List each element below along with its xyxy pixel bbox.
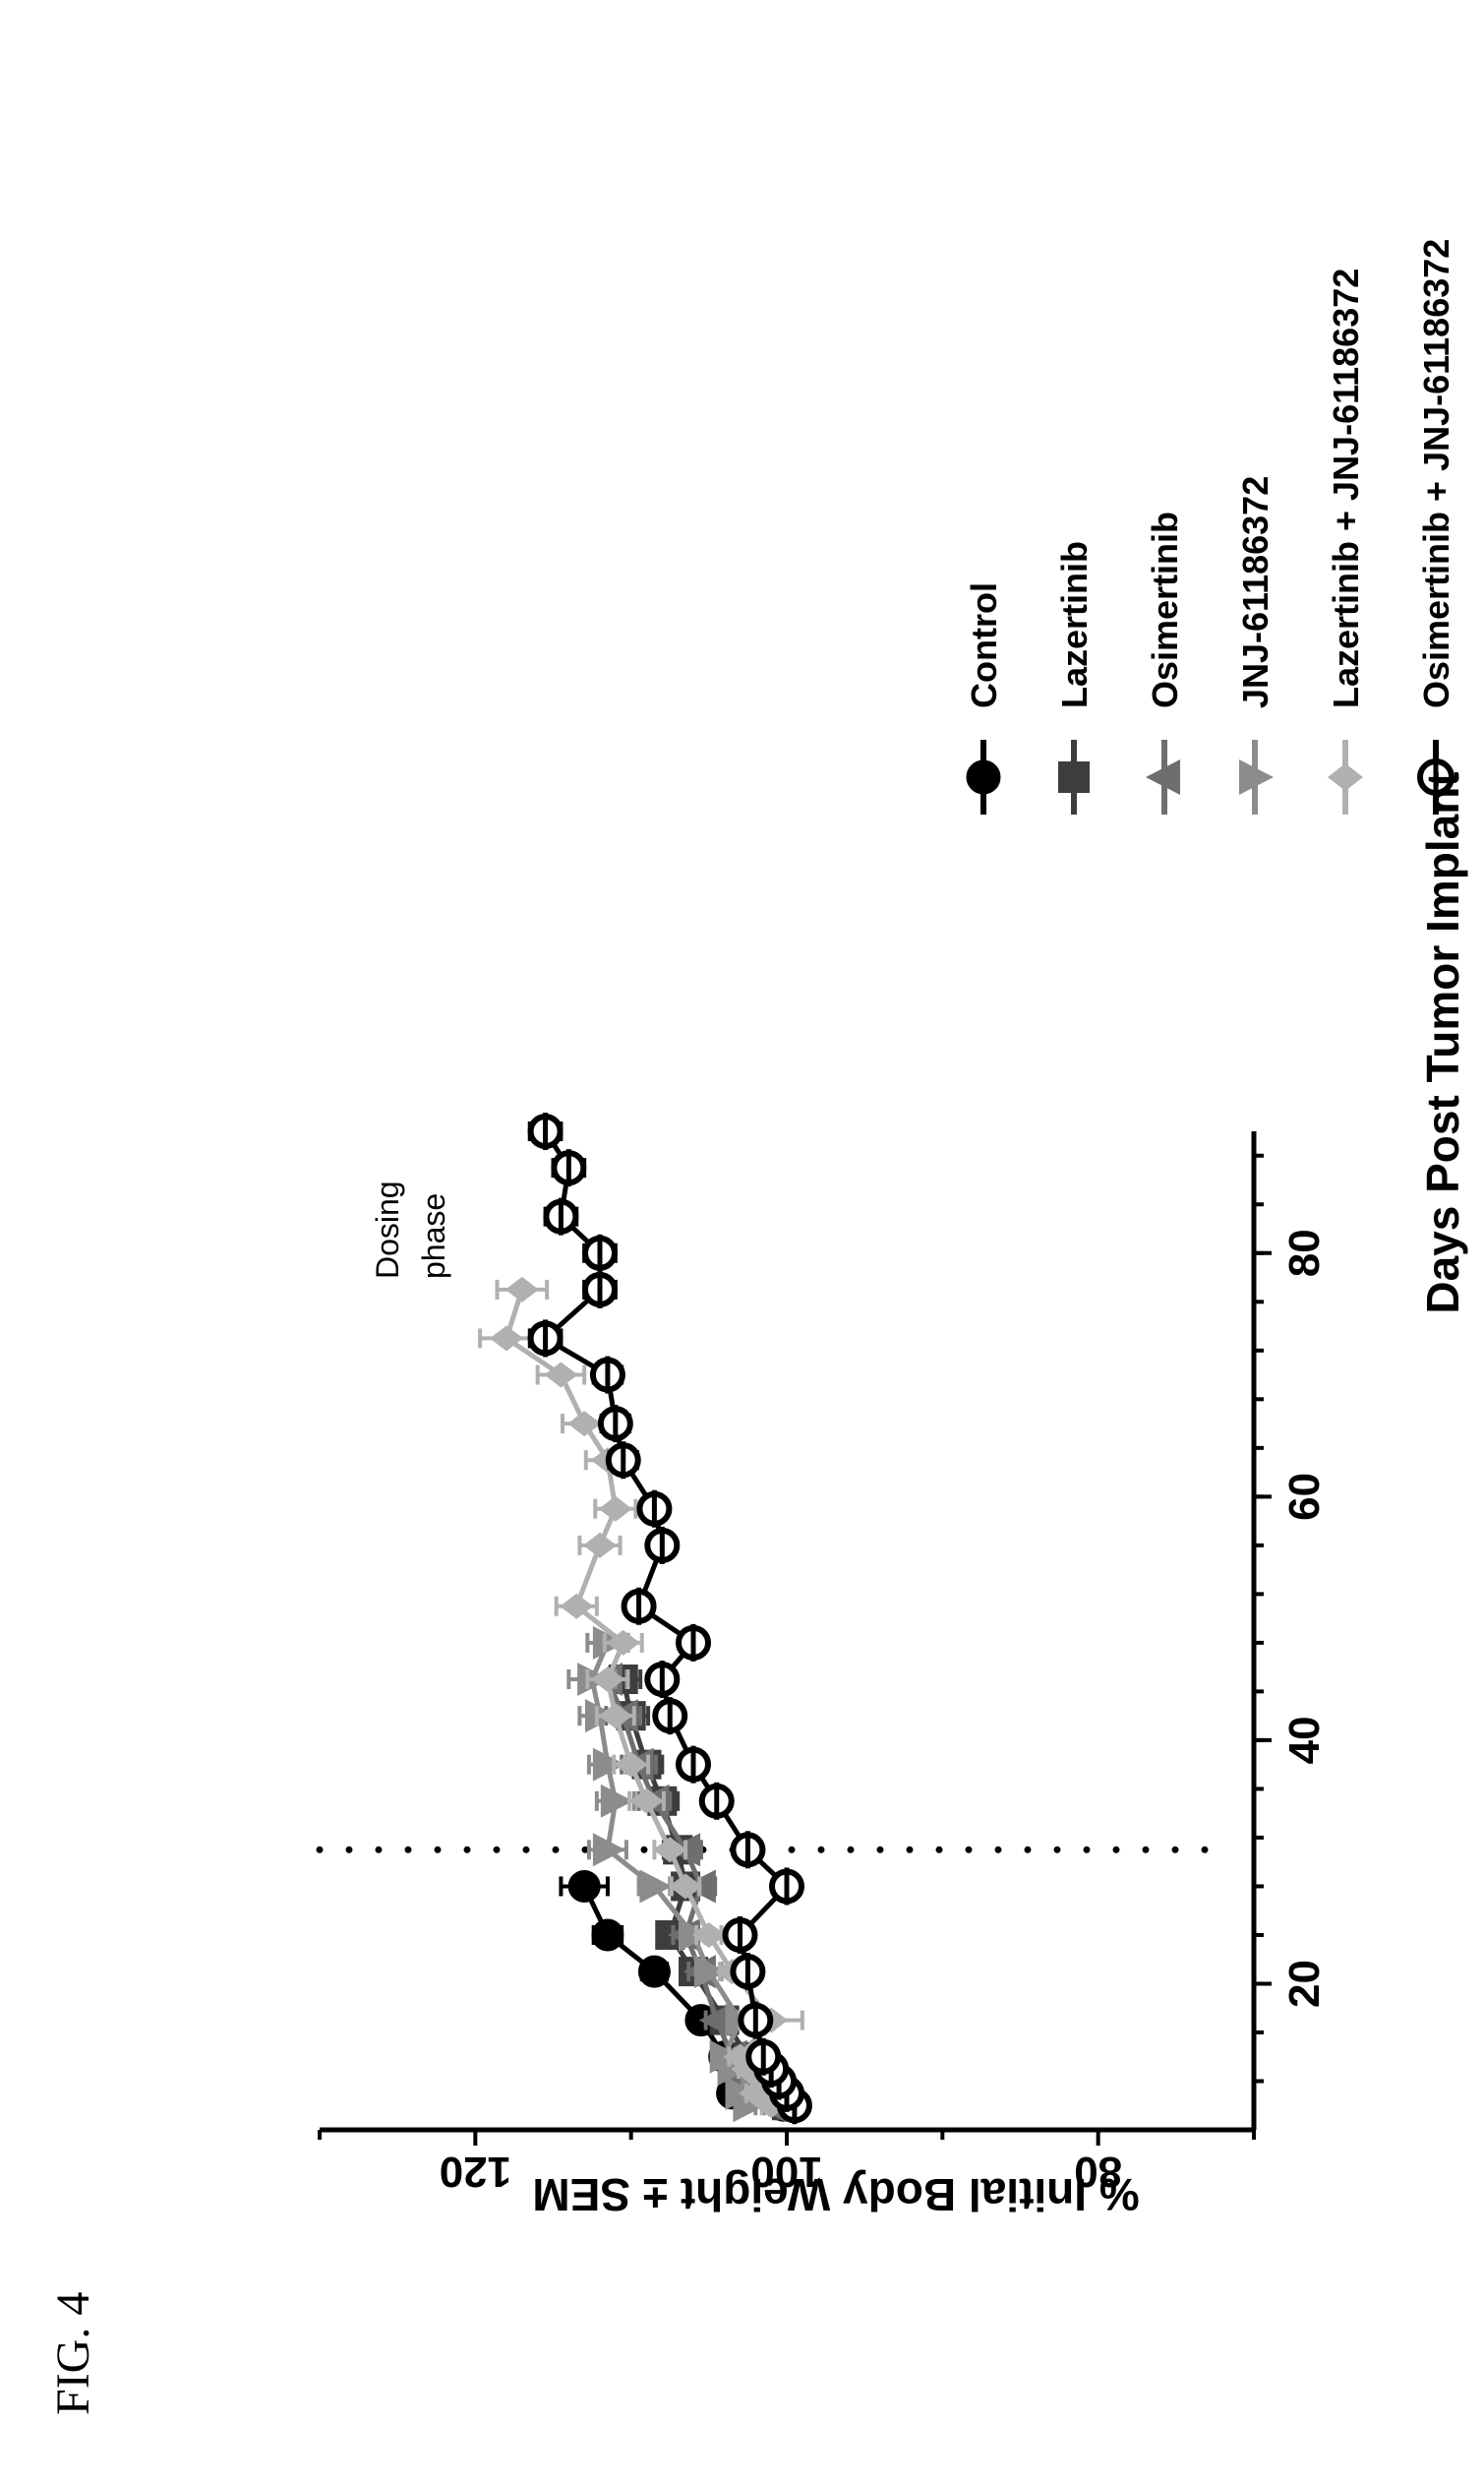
y-tick-label: 80 bbox=[1074, 2148, 1122, 2196]
legend-label: Osimertinib bbox=[1145, 512, 1185, 708]
data-point bbox=[592, 1833, 625, 1867]
data-point bbox=[722, 1915, 758, 1954]
data-point bbox=[698, 1782, 735, 1820]
data-point bbox=[490, 1325, 523, 1352]
data-point bbox=[598, 1703, 632, 1729]
data-point bbox=[589, 1356, 625, 1394]
figure-label: FIG. 4 bbox=[47, 2292, 99, 2415]
data-point bbox=[505, 1276, 539, 1303]
data-point bbox=[567, 1411, 602, 1437]
data-point bbox=[644, 1661, 681, 1699]
data-point bbox=[590, 1666, 624, 1693]
data-point bbox=[1146, 759, 1180, 795]
data-point bbox=[560, 1593, 594, 1619]
x-tick-label: 60 bbox=[1280, 1473, 1329, 1521]
data-point bbox=[582, 1270, 618, 1308]
data-point bbox=[636, 1489, 673, 1528]
dosing-phase-label-line-1: Dosing bbox=[370, 1181, 405, 1279]
data-point bbox=[551, 1149, 587, 1187]
legend-label: JNJ-61186372 bbox=[1235, 476, 1276, 708]
data-point bbox=[543, 1197, 579, 1236]
legend-item-3: JNJ-61186372 bbox=[1235, 476, 1276, 815]
data-point bbox=[637, 1955, 671, 1988]
data-point bbox=[1328, 763, 1363, 791]
axes: 80 100 120 20 40 60 80 bbox=[316, 1131, 1329, 2196]
data-point bbox=[606, 1629, 640, 1656]
legend-item-2: Osimertinib bbox=[1145, 512, 1185, 815]
data-point bbox=[1239, 759, 1274, 795]
data-point bbox=[652, 1697, 688, 1735]
x-tick-label: 40 bbox=[1280, 1716, 1329, 1764]
x-axis-title: Days Post Tumor Implant bbox=[1417, 771, 1468, 1313]
legend-item-5: Osimertinib + JNJ-61186372 bbox=[1416, 239, 1456, 815]
data-point bbox=[644, 1526, 681, 1564]
y-tick-label: 120 bbox=[440, 2148, 511, 2196]
data-point bbox=[1058, 761, 1090, 793]
data-point bbox=[745, 2037, 782, 2076]
data-point bbox=[639, 1869, 673, 1904]
legend: Control Lazertinib Osimertinib JNJ-61186372… bbox=[964, 239, 1456, 815]
data-point bbox=[567, 1869, 601, 1903]
data-point bbox=[676, 1745, 711, 1784]
data-point bbox=[730, 1953, 766, 1991]
data-point bbox=[730, 1831, 766, 1869]
data-point bbox=[621, 1587, 657, 1625]
series-4 bbox=[478, 1276, 804, 2119]
data-point bbox=[592, 1747, 625, 1782]
y-axis-title: % Initial Body Weight ± SEM bbox=[532, 2169, 1139, 2220]
data-point bbox=[605, 1441, 641, 1480]
series-5 bbox=[527, 1113, 812, 2125]
legend-item-0: Control bbox=[964, 582, 1004, 815]
data-point bbox=[600, 1784, 633, 1818]
dosing-phase-label-line-2: phase bbox=[416, 1193, 451, 1279]
data-point bbox=[598, 1495, 632, 1522]
data-point bbox=[966, 759, 1001, 795]
x-tick-label: 20 bbox=[1280, 1960, 1329, 2008]
data-point bbox=[544, 1362, 578, 1388]
legend-item-4: Lazertinib + JNJ-61186372 bbox=[1326, 269, 1366, 815]
legend-label: Osimertinib + JNJ-61186372 bbox=[1416, 239, 1456, 708]
x-tick-label: 80 bbox=[1280, 1229, 1329, 1277]
data-point bbox=[1417, 757, 1454, 797]
legend-label: Lazertinib + JNJ-61186372 bbox=[1326, 269, 1366, 708]
data-point bbox=[738, 2001, 774, 2039]
marks bbox=[478, 1113, 812, 2125]
data-point bbox=[676, 1623, 711, 1662]
data-point bbox=[591, 1918, 624, 1952]
data-point bbox=[527, 1319, 564, 1358]
data-point bbox=[769, 1867, 804, 1906]
data-point bbox=[527, 1113, 564, 1150]
data-point bbox=[693, 1955, 727, 1989]
data-point bbox=[597, 1405, 633, 1443]
legend-label: Control bbox=[964, 582, 1004, 708]
data-point bbox=[583, 1532, 617, 1558]
y-tick-label: 100 bbox=[750, 2148, 822, 2196]
chart-root: 80 100 120 20 40 60 80 Control Lazertinib Osimer… bbox=[316, 239, 1468, 2220]
legend-label: Lazertinib bbox=[1054, 541, 1095, 708]
data-point bbox=[582, 1234, 618, 1272]
data-point bbox=[698, 2003, 732, 2037]
legend-item-1: Lazertinib bbox=[1054, 541, 1095, 815]
